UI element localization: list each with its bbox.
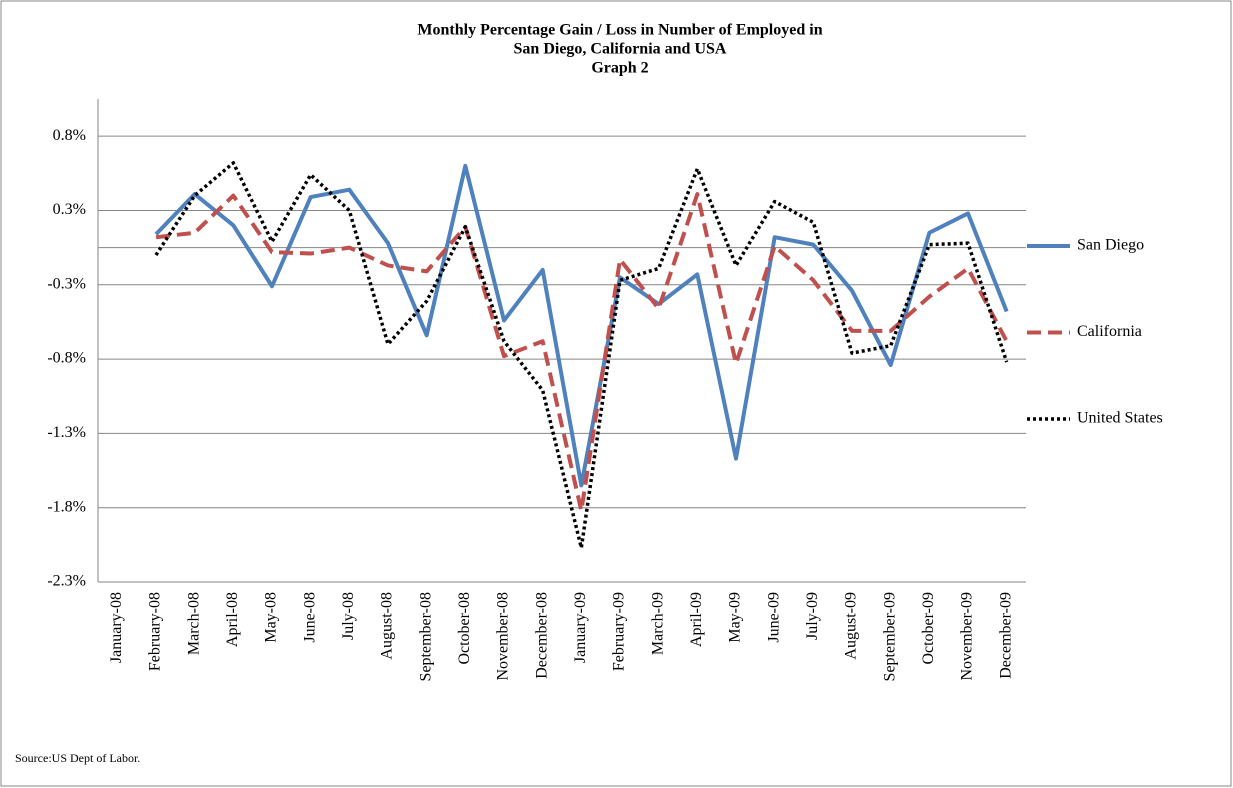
y-tick-label: 0.8% — [53, 127, 86, 144]
x-tick-label: July-09 — [804, 592, 821, 640]
y-tick-label: -0.8% — [47, 350, 86, 367]
chart-title: Graph 2 — [591, 60, 648, 77]
x-tick-label: January-08 — [108, 592, 125, 663]
x-tick-label: December-09 — [997, 592, 1014, 679]
x-tick-label: February-09 — [611, 592, 628, 671]
legend-label: United States — [1077, 410, 1163, 427]
y-tick-label: -1.8% — [47, 498, 86, 515]
x-tick-label: May-09 — [727, 592, 744, 643]
legend-label: California — [1077, 323, 1142, 340]
x-tick-label: June-09 — [765, 592, 782, 643]
x-tick-label: August-09 — [843, 592, 860, 660]
y-tick-label: -2.3% — [47, 573, 86, 590]
y-tick-label: -0.3% — [47, 275, 86, 292]
x-tick-label: March-09 — [649, 592, 666, 655]
y-tick-label: 0.3% — [53, 201, 86, 218]
x-tick-label: March-08 — [185, 592, 202, 655]
x-tick-label: September-08 — [417, 592, 434, 681]
x-tick-label: August-08 — [379, 592, 396, 660]
x-tick-label: December-08 — [533, 592, 550, 679]
x-tick-label: September-09 — [881, 592, 898, 681]
x-tick-label: November-09 — [959, 592, 976, 681]
x-tick-label: July-08 — [340, 592, 357, 640]
chart-title: San Diego, California and USA — [514, 41, 727, 58]
y-tick-label: -1.3% — [47, 424, 86, 441]
x-tick-label: October-09 — [920, 592, 937, 665]
x-tick-label: May-08 — [263, 592, 280, 643]
x-tick-label: November-08 — [495, 592, 512, 681]
series-line — [154, 163, 1009, 488]
x-tick-label: April-08 — [224, 592, 241, 647]
x-tick-label: January-09 — [572, 592, 589, 663]
x-tick-label: April-09 — [688, 592, 705, 647]
chart-title: Monthly Percentage Gain / Loss in Number… — [417, 22, 822, 39]
series-line — [154, 161, 1009, 550]
source-note: Source:US Dept of Labor. — [15, 751, 140, 765]
x-tick-label: October-08 — [456, 592, 473, 665]
x-tick-label: June-08 — [301, 592, 318, 643]
x-tick-label: February-08 — [147, 592, 164, 671]
legend-label: San Diego — [1077, 237, 1144, 254]
